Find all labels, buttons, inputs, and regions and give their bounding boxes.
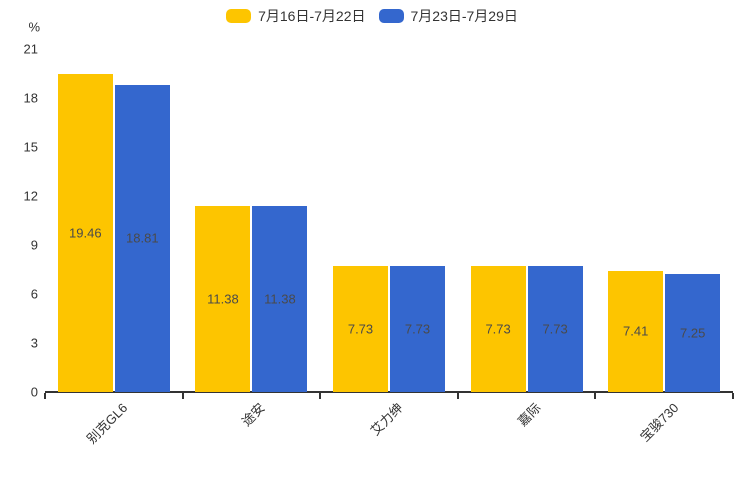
bar-7月23日-7月29日-别克GL6 (114, 84, 170, 392)
x-axis-tick-mark (181, 393, 184, 399)
bar-7月23日-7月29日-途安 (252, 206, 308, 392)
x-axis-category-label: 嘉际 (514, 400, 544, 430)
bar-value-label: 7.25 (680, 325, 706, 341)
bar-value-label: 7.73 (347, 321, 374, 337)
x-axis-tick-mark (594, 393, 597, 399)
y-axis-tick-label: 3 (30, 335, 38, 351)
legend-swatch-week2-icon (378, 9, 404, 23)
y-axis-unit-label: % (28, 19, 40, 35)
bar-value-label: 19.46 (69, 225, 102, 241)
legend-label-week2: 7月23日-7月29日 (410, 8, 518, 24)
legend-swatch-week1-icon (226, 9, 252, 23)
bar-value-label: 7.73 (485, 321, 511, 337)
y-axis-tick-label: 6 (30, 286, 38, 302)
bar-value-label: 11.38 (207, 291, 239, 307)
bar-7月23日-7月29日-嘉际 (527, 265, 583, 392)
x-axis-category-label: 别克GL6 (84, 400, 131, 447)
y-axis-tick-label: 21 (23, 41, 38, 57)
bar-value-label: 7.73 (542, 321, 568, 337)
x-axis-tick-mark (456, 393, 459, 399)
legend-item-week2[interactable]: 7月23日-7月29日 (378, 7, 518, 25)
legend: 7月16日-7月22日 7月23日-7月29日 (0, 7, 744, 25)
bar-value-label: 11.38 (264, 291, 296, 307)
x-axis-category-label: 途安 (239, 400, 269, 430)
legend-label-week1: 7月16日-7月22日 (258, 8, 366, 24)
bar-7月16日-7月22日-途安 (195, 206, 251, 392)
x-axis-line (45, 391, 733, 393)
bar-7月16日-7月22日-宝骏730 (608, 270, 664, 392)
bar-7月16日-7月22日-艾力绅 (333, 265, 388, 392)
y-axis-tick-label: 0 (30, 384, 38, 400)
y-axis-tick-label: 18 (23, 90, 38, 106)
bar-value-label: 7.41 (623, 323, 649, 339)
bar-value-label: 7.73 (404, 321, 431, 337)
legend-item-week1[interactable]: 7月16日-7月22日 (226, 7, 366, 25)
bar-7月16日-7月22日-嘉际 (470, 265, 526, 392)
bar-7月16日-7月22日-别克GL6 (57, 74, 113, 392)
bar-7月23日-7月29日-宝骏730 (665, 273, 721, 392)
x-axis-tick-mark (319, 393, 322, 399)
y-axis-tick-label: 15 (23, 139, 38, 155)
x-axis-tick-mark (44, 393, 46, 399)
bar-7月23日-7月29日-艾力绅 (390, 265, 445, 392)
x-axis-category-label: 艾力绅 (367, 400, 406, 439)
x-axis-tick-mark (732, 393, 734, 399)
y-axis-tick-label: 12 (23, 188, 38, 204)
bar-value-label: 18.81 (126, 230, 159, 246)
y-axis-tick-label: 9 (30, 237, 38, 253)
x-axis-category-label: 宝骏730 (636, 400, 681, 445)
